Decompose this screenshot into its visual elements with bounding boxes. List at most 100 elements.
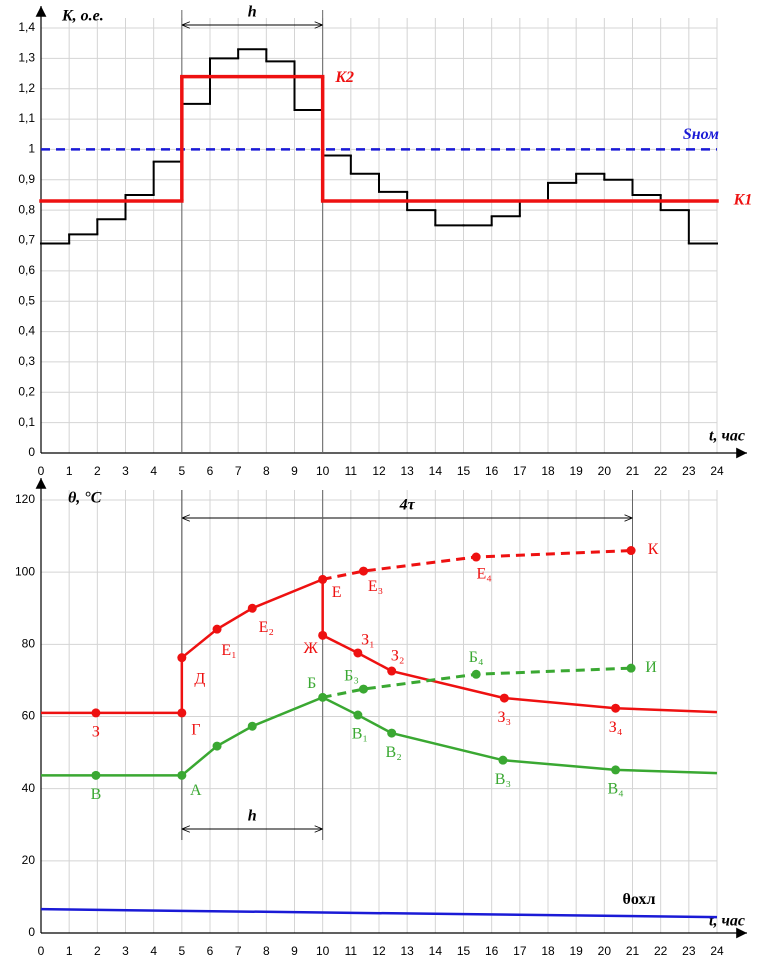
series-label: K1 xyxy=(733,192,753,209)
x-tick-label: 12 xyxy=(372,464,386,478)
x-tick-label: 3 xyxy=(122,944,129,958)
point xyxy=(611,765,621,775)
x-tick-label: 18 xyxy=(541,464,555,478)
x-tick-label: 1 xyxy=(66,944,73,958)
x-tick-label: 22 xyxy=(654,944,668,958)
point xyxy=(212,741,222,751)
point xyxy=(91,708,101,718)
point xyxy=(387,728,397,738)
span-label: 4τ xyxy=(399,497,416,514)
x-axis-label: t, час xyxy=(709,913,745,930)
y-tick-label: 1,3 xyxy=(18,51,35,65)
y-tick-label: 0,1 xyxy=(18,415,35,429)
point-label: К xyxy=(648,541,659,558)
y-axis-label: K, о.е. xyxy=(61,8,104,25)
point-label: θохл xyxy=(623,891,656,908)
y-tick-label: 1 xyxy=(28,142,35,156)
x-tick-label: 5 xyxy=(178,944,185,958)
point-label: Ж xyxy=(303,640,318,657)
point-label: З₁ xyxy=(361,632,375,649)
point-label: Г xyxy=(191,722,200,739)
point-label: З xyxy=(92,724,100,741)
x-tick-label: 18 xyxy=(541,944,555,958)
point-label: Б₃ xyxy=(344,668,359,685)
x-tick-label: 15 xyxy=(457,944,471,958)
point xyxy=(177,708,187,718)
x-tick-label: 23 xyxy=(682,944,696,958)
x-tick-label: 7 xyxy=(235,464,242,478)
point xyxy=(359,566,369,576)
x-tick-label: 8 xyxy=(263,464,270,478)
x-tick-label: 1 xyxy=(66,464,73,478)
x-tick-label: 23 xyxy=(682,464,696,478)
x-tick-label: 14 xyxy=(429,464,443,478)
x-tick-label: 24 xyxy=(710,944,724,958)
y-tick-label: 80 xyxy=(22,637,36,651)
y-tick-label: 1,2 xyxy=(18,81,35,95)
point xyxy=(91,770,101,780)
point-label: В₃ xyxy=(495,771,511,788)
point-label: З₃ xyxy=(498,709,512,726)
y-tick-label: 120 xyxy=(15,492,35,506)
y-tick-label: 20 xyxy=(22,853,36,867)
x-tick-label: 21 xyxy=(626,944,640,958)
x-tick-label: 21 xyxy=(626,464,640,478)
x-tick-label: 12 xyxy=(372,944,386,958)
x-tick-label: 5 xyxy=(178,464,185,478)
point-label: Е₄ xyxy=(476,566,492,583)
point-label: В₁ xyxy=(352,726,368,743)
x-tick-label: 2 xyxy=(94,944,101,958)
point-label: З₂ xyxy=(391,648,405,665)
point xyxy=(247,721,257,731)
point xyxy=(498,755,508,765)
y-tick-label: 60 xyxy=(22,709,36,723)
point-label: Д xyxy=(194,670,205,687)
x-tick-label: 0 xyxy=(38,464,45,478)
x-tick-label: 4 xyxy=(150,944,157,958)
point xyxy=(318,630,328,640)
point xyxy=(626,663,636,673)
reference-label: Sном xyxy=(683,126,719,143)
x-tick-label: 9 xyxy=(291,464,298,478)
y-axis-label: θ, °C xyxy=(68,490,102,507)
x-tick-label: 16 xyxy=(485,464,499,478)
x-tick-label: 20 xyxy=(598,464,612,478)
y-tick-label: 0,9 xyxy=(18,172,35,186)
x-tick-label: 7 xyxy=(235,944,242,958)
y-tick-label: 40 xyxy=(22,781,36,795)
x-tick-label: 4 xyxy=(150,464,157,478)
y-tick-label: 100 xyxy=(15,564,35,578)
y-tick-label: 1,4 xyxy=(18,20,35,34)
x-tick-label: 13 xyxy=(400,464,414,478)
point xyxy=(471,552,481,562)
y-tick-label: 0 xyxy=(28,925,35,939)
x-tick-label: 9 xyxy=(291,944,298,958)
x-tick-label: 15 xyxy=(457,464,471,478)
point xyxy=(353,648,363,658)
point-label: В₂ xyxy=(386,744,402,761)
point-label: В xyxy=(91,786,102,803)
point xyxy=(247,603,257,613)
point xyxy=(359,684,369,694)
x-tick-label: 14 xyxy=(429,944,443,958)
point xyxy=(611,703,621,713)
point xyxy=(353,710,363,720)
point xyxy=(499,693,509,703)
series-label: K2 xyxy=(334,69,354,86)
y-tick-label: 0 xyxy=(28,445,35,459)
x-tick-label: 17 xyxy=(513,944,527,958)
point-label: Е₂ xyxy=(259,619,274,636)
x-tick-label: 6 xyxy=(207,464,214,478)
x-tick-label: 16 xyxy=(485,944,499,958)
x-tick-label: 6 xyxy=(207,944,214,958)
y-tick-label: 0,5 xyxy=(18,293,35,307)
point-label: Б xyxy=(307,675,316,692)
x-tick-label: 13 xyxy=(400,944,414,958)
x-tick-label: 24 xyxy=(710,464,724,478)
x-tick-label: 19 xyxy=(569,464,583,478)
point xyxy=(387,666,397,676)
x-tick-label: 10 xyxy=(316,464,330,478)
series-line xyxy=(40,907,718,919)
point xyxy=(626,546,636,556)
